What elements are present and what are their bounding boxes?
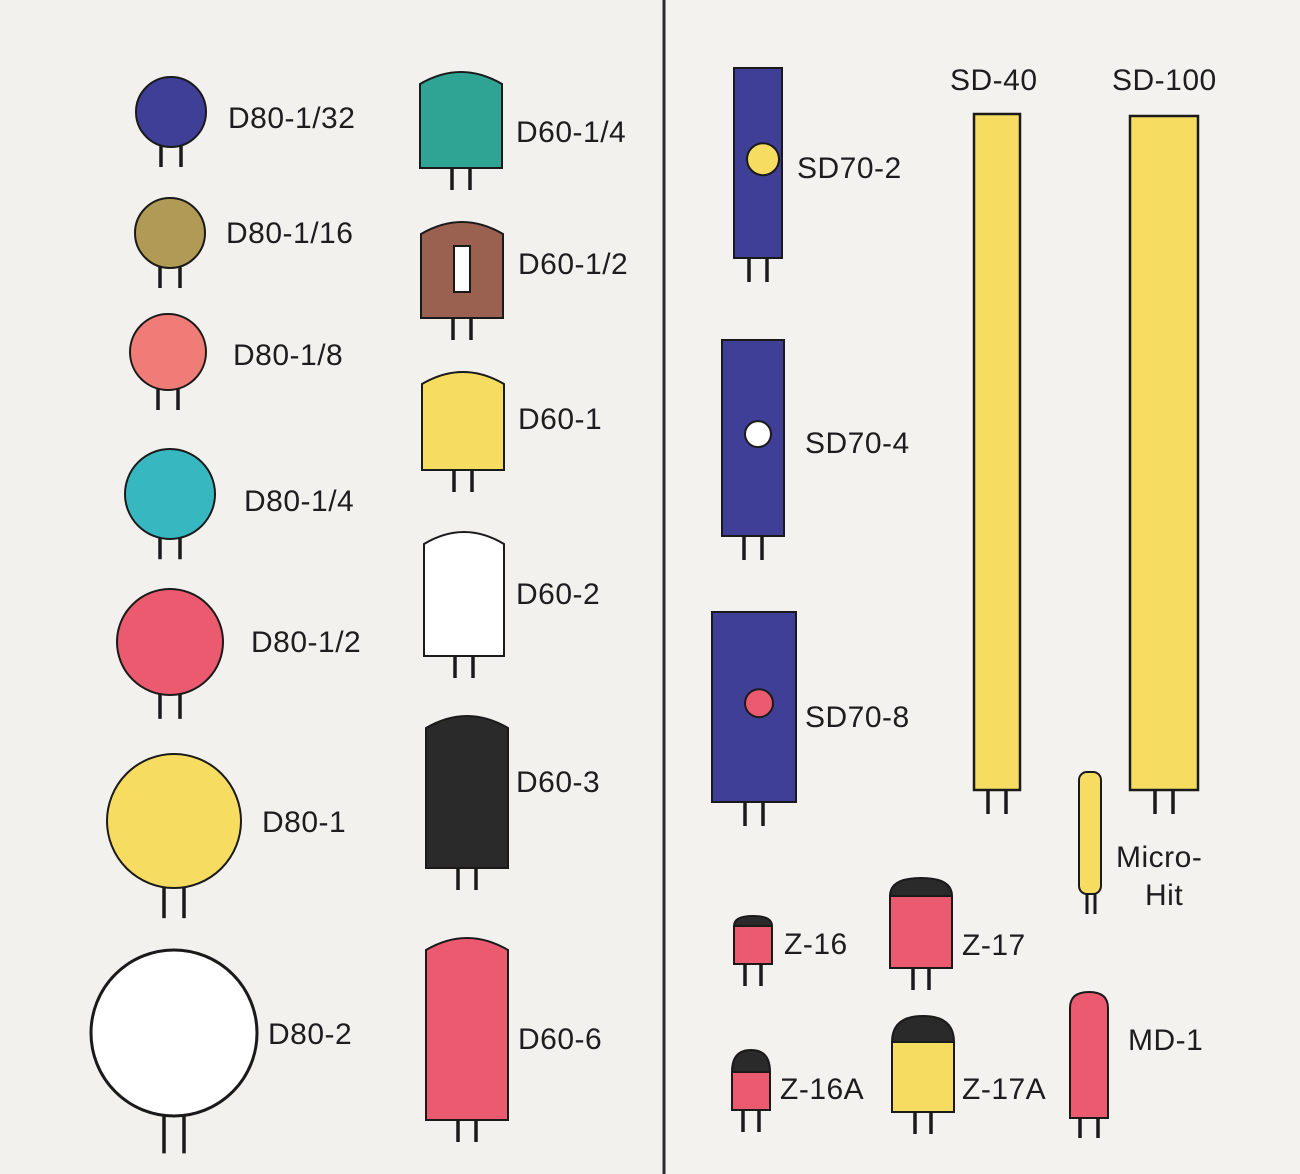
body-d60-1 — [421, 371, 505, 471]
label-d60-1-2: D60-1/2 — [518, 248, 629, 281]
component-d60-1-2 — [420, 221, 504, 340]
label-d60-1: D60-1 — [518, 403, 603, 436]
dot-sd70-8 — [744, 688, 774, 719]
component-d80-1-32 — [135, 76, 207, 167]
label-d80-1-2: D80-1/2 — [251, 626, 362, 659]
label-sd-40: SD-40 — [950, 64, 1038, 97]
component-z-17a — [890, 1014, 956, 1134]
component-sd70-2 — [733, 67, 783, 282]
body-d80-1 — [106, 753, 242, 889]
body-d80-1-4 — [124, 448, 216, 540]
component-z-16 — [732, 914, 774, 986]
body-d80-1-16 — [134, 197, 206, 269]
label-d80-1-16: D80-1/16 — [226, 217, 354, 250]
body-d80-1-2 — [116, 588, 224, 696]
label-d80-2: D80-2 — [268, 1018, 353, 1051]
cap-z-16a — [730, 1048, 772, 1073]
component-d60-1 — [421, 371, 505, 492]
label-d80-1: D80-1 — [262, 806, 347, 839]
label-d80-1-4: D80-1/4 — [244, 485, 355, 518]
label-d60-2: D60-2 — [516, 578, 601, 611]
body-sd-100 — [1128, 114, 1200, 792]
component-sd70-8 — [711, 611, 797, 826]
dot-sd70-4 — [744, 420, 772, 449]
component-d80-1-8 — [129, 313, 207, 410]
component-sd-100 — [1128, 114, 1200, 814]
body-z-16a — [731, 1071, 771, 1111]
label-z-16a: Z-16A — [780, 1073, 865, 1106]
component-sd-40 — [972, 112, 1022, 814]
component-d80-2 — [89, 948, 259, 1154]
body-d60-6 — [425, 937, 509, 1121]
label-z-17a: Z-17A — [962, 1073, 1047, 1106]
label-d60-3: D60-3 — [516, 766, 601, 799]
body-d60-2 — [423, 531, 505, 657]
label-sd70-4: SD70-4 — [805, 427, 910, 460]
component-d80-1-4 — [124, 448, 216, 560]
label-sd70-2: SD70-2 — [797, 152, 902, 185]
label-micro-hit-line1: Micro- — [1116, 841, 1203, 874]
body-d60-3 — [425, 715, 509, 869]
body-md-1 — [1069, 990, 1109, 1119]
cap-z-17a — [890, 1014, 956, 1043]
body-z-17 — [889, 895, 953, 969]
label-md-1: MD-1 — [1128, 1024, 1204, 1057]
component-d80-1 — [106, 753, 242, 919]
dot-sd70-2 — [746, 142, 780, 177]
label-z-17: Z-17 — [962, 929, 1026, 962]
body-sd-40 — [972, 112, 1022, 792]
body-z-17a — [891, 1041, 955, 1113]
component-d60-2 — [423, 531, 505, 678]
label-sd-100: SD-100 — [1112, 64, 1217, 97]
component-d60-3 — [425, 715, 509, 890]
cap-z-17 — [888, 876, 954, 897]
component-z-17 — [888, 876, 954, 990]
component-md-1 — [1069, 990, 1109, 1138]
label-d80-1-8: D80-1/8 — [233, 339, 344, 372]
component-micro-hit — [1078, 771, 1102, 914]
body-d80-1-32 — [135, 76, 207, 148]
component-d60-1-4 — [419, 71, 503, 190]
window-d60-1-2 — [453, 245, 471, 293]
component-d60-6 — [425, 937, 509, 1142]
component-sd70-4 — [721, 339, 785, 560]
body-z-16 — [733, 925, 773, 965]
component-d80-1-2 — [116, 588, 224, 719]
component-d80-1-16 — [134, 197, 206, 288]
label-micro-hit-line2: Hit — [1145, 879, 1184, 912]
component-z-16a — [730, 1048, 772, 1132]
label-z-16: Z-16 — [784, 928, 848, 961]
label-d80-1-32: D80-1/32 — [228, 102, 356, 135]
body-d80-1-8 — [129, 313, 207, 391]
body-d80-2 — [89, 948, 259, 1118]
body-micro-hit — [1078, 771, 1102, 895]
label-sd70-8: SD70-8 — [805, 701, 910, 734]
cap-z-16 — [732, 914, 774, 927]
label-d60-6: D60-6 — [518, 1023, 603, 1056]
label-d60-1-4: D60-1/4 — [516, 116, 627, 149]
body-d60-1-4 — [419, 71, 503, 169]
